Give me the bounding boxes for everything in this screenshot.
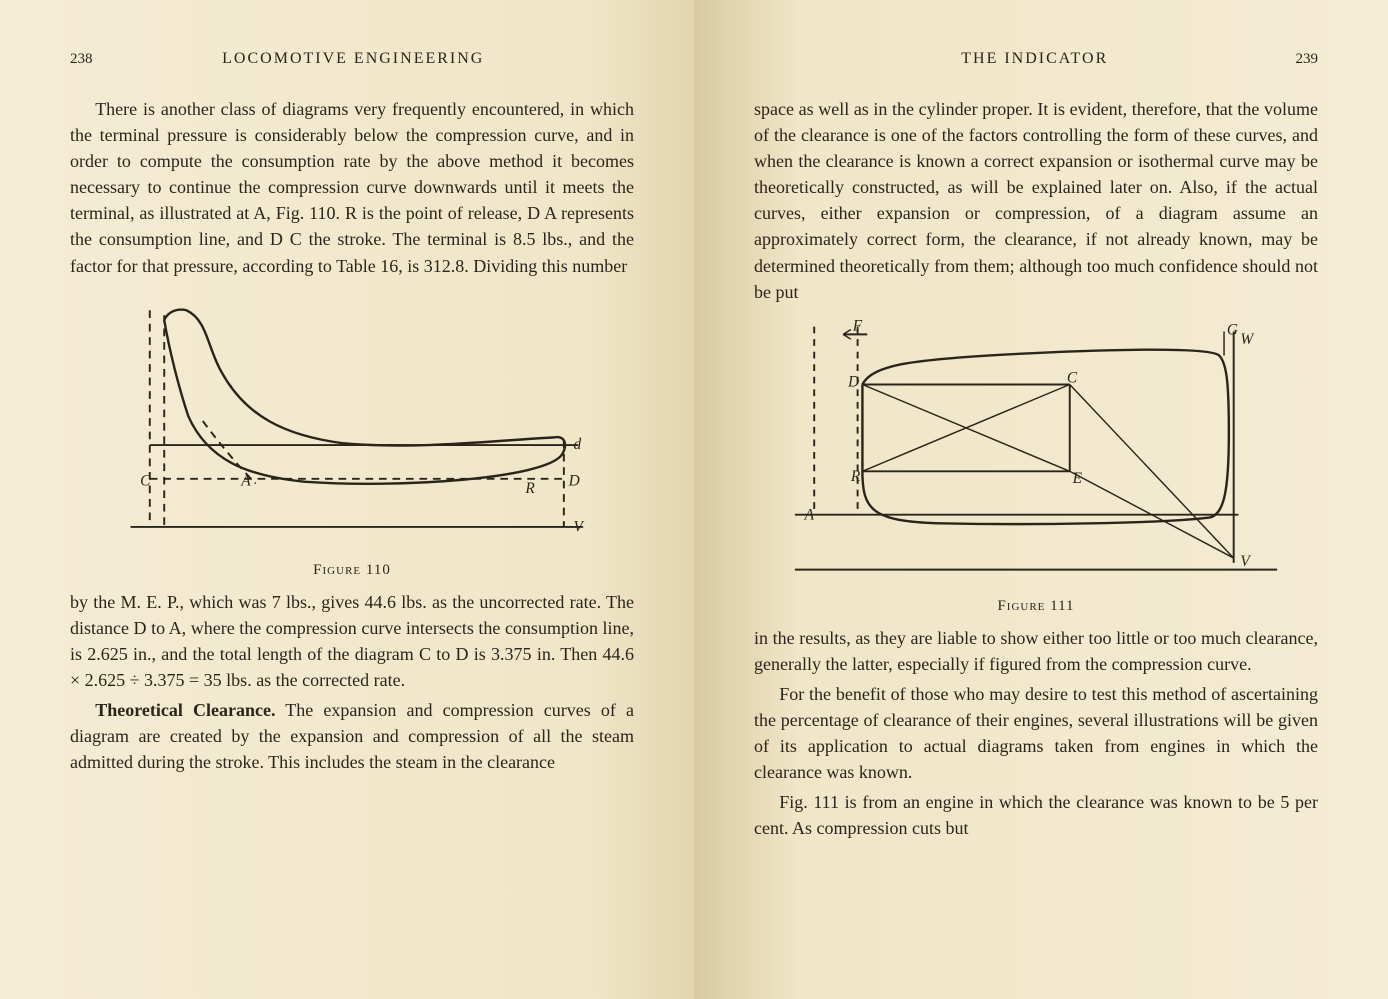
- svg-text:C: C: [1067, 369, 1078, 386]
- figure-111: F D C R E A GW V: [754, 317, 1318, 592]
- svg-text:d: d: [573, 436, 581, 453]
- runin-heading: Theoretical Clearance.: [95, 700, 275, 720]
- para-right-3: For the benefit of those who may desire …: [754, 681, 1318, 785]
- page-right: THE INDICATOR 239 space as well as in th…: [694, 0, 1388, 999]
- svg-text:A: A: [240, 472, 251, 489]
- page-header-right: THE INDICATOR 239: [754, 50, 1318, 68]
- figure-111-svg: F D C R E A GW V: [754, 317, 1318, 587]
- page-title-right: THE INDICATOR: [774, 50, 1296, 68]
- svg-text:D: D: [847, 373, 859, 390]
- svg-text:W: W: [1240, 331, 1254, 348]
- figure-111-caption: Figure 111: [754, 598, 1318, 615]
- figure-110-svg: C A R Dd V: [70, 291, 634, 551]
- svg-text:R: R: [850, 468, 861, 485]
- page-left: 238 LOCOMOTIVE ENGINEERING There is anot…: [0, 0, 694, 999]
- svg-text:G: G: [1227, 321, 1238, 338]
- figure-110-caption: Figure 110: [70, 562, 634, 579]
- svg-text:E: E: [1072, 470, 1083, 487]
- page-title-left: LOCOMOTIVE ENGINEERING: [93, 50, 615, 68]
- svg-text:F: F: [852, 317, 863, 334]
- figure-110: C A R Dd V: [70, 291, 634, 556]
- svg-text:D: D: [568, 472, 580, 489]
- svg-text:C: C: [140, 472, 151, 489]
- svg-text:R: R: [524, 480, 535, 497]
- page-header-left: 238 LOCOMOTIVE ENGINEERING: [70, 50, 634, 68]
- svg-text:A: A: [804, 506, 815, 523]
- para-right-4: Fig. 111 is from an engine in which the …: [754, 789, 1318, 841]
- para-left-1: There is another class of diagrams very …: [70, 96, 634, 279]
- para-right-2: in the results, as they are liable to sh…: [754, 625, 1318, 677]
- svg-text:V: V: [573, 518, 584, 535]
- para-right-1: space as well as in the cylinder proper.…: [754, 96, 1318, 305]
- book-spread: 238 LOCOMOTIVE ENGINEERING There is anot…: [0, 0, 1388, 999]
- para-left-3: Theoretical Clearance. The expansion and…: [70, 697, 634, 775]
- svg-text:V: V: [1240, 553, 1251, 570]
- para-left-2: by the M. E. P., which was 7 lbs., gives…: [70, 589, 634, 693]
- page-number-left: 238: [70, 51, 93, 68]
- page-number-right: 239: [1296, 51, 1319, 68]
